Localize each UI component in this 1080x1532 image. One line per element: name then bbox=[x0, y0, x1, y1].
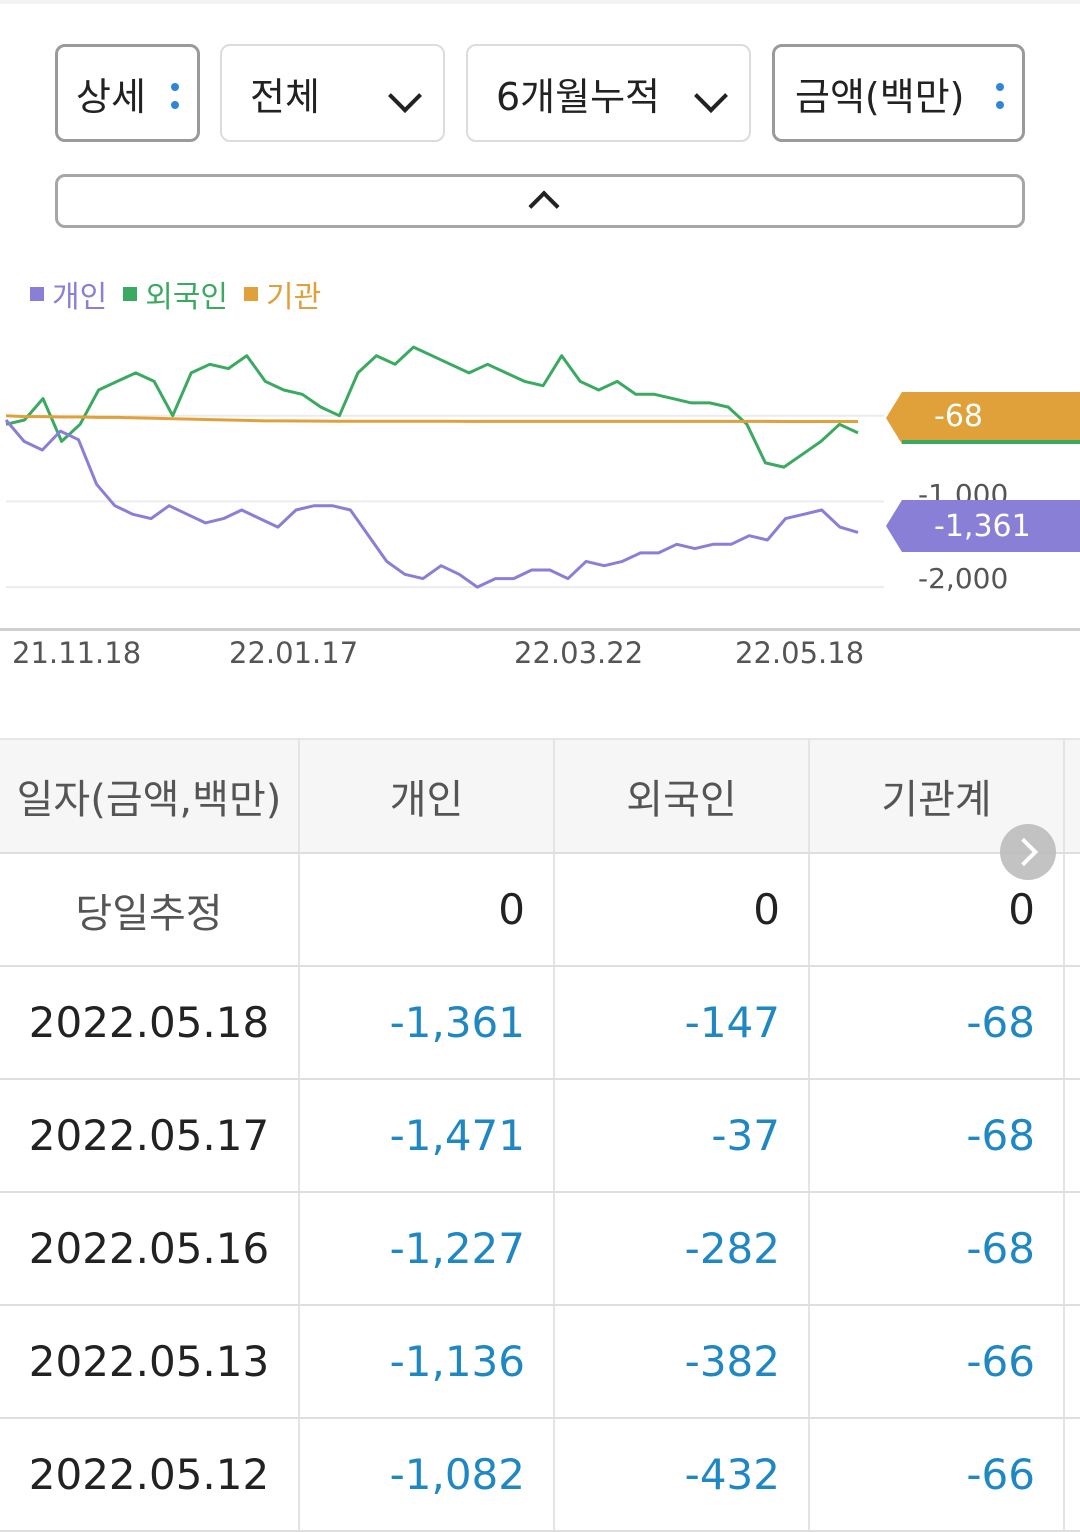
row-institution: -68 bbox=[809, 1192, 1065, 1306]
series-line-institution bbox=[5, 414, 858, 423]
row-date: 2022.05.16 bbox=[0, 1192, 300, 1306]
row-stub bbox=[1064, 853, 1080, 967]
row-institution: -68 bbox=[809, 1079, 1065, 1193]
scope-select[interactable]: 전체 bbox=[220, 44, 445, 142]
row-stub bbox=[1064, 1305, 1080, 1419]
x-tick-label: 21.11.18 bbox=[12, 636, 142, 670]
row-stub bbox=[1064, 966, 1080, 1080]
row-date: 2022.05.17 bbox=[0, 1079, 300, 1193]
series-line-foreign bbox=[5, 345, 859, 469]
chevron-down-icon bbox=[388, 79, 422, 113]
unit-select-label: 금액(백만) bbox=[795, 74, 965, 119]
chevron-down-icon bbox=[694, 79, 728, 113]
tag-value: -68 bbox=[934, 398, 983, 434]
period-select-label: 6개월누적 bbox=[496, 74, 661, 119]
row-institution: -66 bbox=[809, 1418, 1065, 1532]
x-tick-label: 22.01.17 bbox=[229, 636, 359, 670]
scope-select-label: 전체 bbox=[250, 74, 320, 119]
table-row: 당일추정 0 0 0 bbox=[0, 853, 1080, 967]
header-more bbox=[1064, 738, 1080, 854]
row-individual: -1,082 bbox=[299, 1418, 555, 1532]
row-institution: -68 bbox=[809, 966, 1065, 1080]
row-foreign: -37 bbox=[554, 1079, 810, 1193]
row-stub bbox=[1064, 1418, 1080, 1532]
detail-select-label: 상세 bbox=[76, 74, 146, 119]
row-stub bbox=[1064, 1079, 1080, 1193]
row-foreign: -382 bbox=[554, 1305, 810, 1419]
row-individual: -1,227 bbox=[299, 1192, 555, 1306]
individual-last-value-tag: -1,361 bbox=[886, 500, 1080, 552]
legend-item-individual: 개인 bbox=[30, 272, 107, 316]
tag-pointer bbox=[886, 392, 902, 444]
header-date: 일자(금액,백만) bbox=[0, 738, 300, 854]
row-date: 2022.05.13 bbox=[0, 1305, 300, 1419]
legend-label: 개인 bbox=[52, 280, 108, 315]
top-divider bbox=[0, 0, 1080, 4]
row-institution: -66 bbox=[809, 1305, 1065, 1419]
row-date: 2022.05.18 bbox=[0, 966, 300, 1080]
table-row: 2022.05.12 -1,082 -432 -66 bbox=[0, 1418, 1080, 1532]
row-foreign: -282 bbox=[554, 1192, 810, 1306]
table-header-row: 일자(금액,백만) 개인 외국인 기관계 bbox=[0, 738, 1080, 854]
chart-legend: 개인 외국인 기관 bbox=[30, 272, 321, 316]
tag-value: -1,361 bbox=[934, 508, 1031, 544]
legend-item-foreign: 외국인 bbox=[123, 272, 228, 316]
legend-item-institution: 기관 bbox=[244, 272, 321, 316]
period-select[interactable]: 6개월누적 bbox=[466, 44, 751, 142]
row-individual: 0 bbox=[299, 853, 555, 967]
tag-pointer bbox=[886, 500, 902, 552]
investor-trading-table: 일자(금액,백만) 개인 외국인 기관계 당일추정 0 0 0 2022.05.… bbox=[0, 738, 1080, 1532]
row-foreign: -432 bbox=[554, 1418, 810, 1532]
chevron-up-icon bbox=[528, 190, 560, 222]
row-foreign: 0 bbox=[554, 853, 810, 967]
row-individual: -1,361 bbox=[299, 966, 555, 1080]
x-tick-label: 22.05.18 bbox=[735, 636, 865, 670]
table-row: 2022.05.18 -1,361 -147 -68 bbox=[0, 966, 1080, 1080]
investor-trend-chart bbox=[4, 345, 884, 589]
scroll-right-button[interactable] bbox=[1000, 824, 1056, 880]
row-stub bbox=[1064, 1192, 1080, 1306]
table-row: 2022.05.17 -1,471 -37 -68 bbox=[0, 1079, 1080, 1193]
legend-swatch bbox=[30, 287, 44, 301]
collapse-chart-button[interactable] bbox=[55, 174, 1025, 228]
detail-select[interactable]: 상세 bbox=[55, 44, 200, 142]
unit-select[interactable]: 금액(백만) bbox=[772, 44, 1025, 142]
header-foreign: 외국인 bbox=[554, 738, 810, 854]
x-tick-label: 22.03.22 bbox=[514, 636, 644, 670]
legend-label: 기관 bbox=[266, 280, 322, 315]
chevron-right-icon bbox=[1009, 837, 1039, 867]
more-dots-icon bbox=[996, 83, 1004, 119]
header-individual: 개인 bbox=[299, 738, 555, 854]
series-line-individual bbox=[4, 419, 859, 589]
row-individual: -1,136 bbox=[299, 1305, 555, 1419]
y-tick-label: -2,000 bbox=[918, 562, 1009, 595]
row-date: 2022.05.12 bbox=[0, 1418, 300, 1532]
header-institution: 기관계 bbox=[809, 738, 1065, 854]
row-foreign: -147 bbox=[554, 966, 810, 1080]
row-individual: -1,471 bbox=[299, 1079, 555, 1193]
row-date: 당일추정 bbox=[0, 853, 300, 967]
table-row: 2022.05.16 -1,227 -282 -68 bbox=[0, 1192, 1080, 1306]
table-row: 2022.05.13 -1,136 -382 -66 bbox=[0, 1305, 1080, 1419]
institution-last-value-tag: -68 bbox=[886, 392, 1080, 444]
more-dots-icon bbox=[171, 83, 179, 119]
legend-swatch bbox=[123, 287, 138, 301]
x-axis-line bbox=[0, 628, 1080, 631]
legend-label: 외국인 bbox=[145, 280, 229, 315]
legend-swatch bbox=[244, 287, 259, 301]
